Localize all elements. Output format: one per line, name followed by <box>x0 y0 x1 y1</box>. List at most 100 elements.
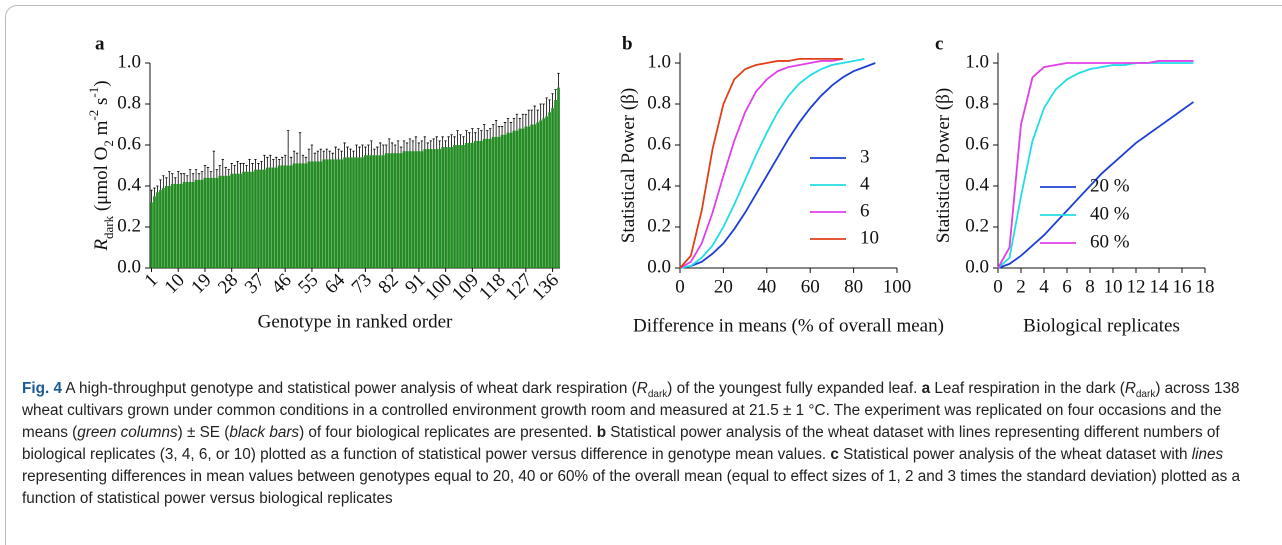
error-bar <box>483 124 486 139</box>
bar <box>221 175 225 268</box>
bar <box>322 159 326 268</box>
error-bar <box>177 171 180 184</box>
caption-text: ) of the youngest fully expanded leaf. <box>667 380 922 397</box>
bar <box>459 145 462 268</box>
x-tick-label: 40 <box>757 276 776 297</box>
bar <box>188 181 192 268</box>
label-part: 2 <box>101 140 116 147</box>
y-tick-label: 0.4 <box>117 174 141 195</box>
legend-label: 4 <box>860 173 870 194</box>
bar <box>257 169 260 268</box>
error-bar <box>325 148 328 160</box>
bar <box>435 149 439 268</box>
bar <box>325 159 329 268</box>
bar <box>539 120 543 269</box>
error-bar <box>156 185 159 193</box>
x-axis-label: Difference in means (% of overall mean) <box>633 315 944 336</box>
error-bar <box>352 150 355 158</box>
bar <box>473 140 477 268</box>
error-bar <box>337 148 340 160</box>
caption-text: b <box>596 424 607 441</box>
label-part: (μmol O <box>91 147 112 216</box>
error-bar <box>203 165 207 178</box>
x-tick-label: 80 <box>844 276 863 297</box>
bar <box>408 151 412 268</box>
bar <box>417 151 421 268</box>
bar <box>390 153 394 268</box>
error-bar <box>334 146 337 160</box>
bar <box>503 134 507 268</box>
bar <box>319 161 323 268</box>
bar <box>542 118 545 268</box>
bar <box>194 179 198 268</box>
y-tick-label: 0.0 <box>647 256 671 277</box>
bar <box>352 157 355 268</box>
error-bar <box>340 150 343 160</box>
caption: Fig. 4 A high-throughput genotype and st… <box>22 378 1267 510</box>
error-bar <box>174 177 177 184</box>
error-bar <box>373 148 376 156</box>
bar <box>506 132 510 268</box>
x-tick-label: 28 <box>214 270 242 298</box>
x-tick-label: 20 <box>714 276 733 297</box>
bar <box>414 151 418 268</box>
x-tick-label: 14 <box>1150 276 1170 297</box>
bar <box>156 192 159 268</box>
error-bar <box>462 136 465 145</box>
bar <box>191 181 195 268</box>
bar <box>527 126 531 268</box>
bar <box>399 153 403 268</box>
error-bar <box>447 136 450 148</box>
error-bar <box>251 163 254 172</box>
error-bar <box>283 154 287 166</box>
panel-letter: a <box>95 33 105 54</box>
error-bar <box>396 140 400 154</box>
bar <box>248 171 251 268</box>
error-bar <box>512 117 516 131</box>
bar <box>423 149 427 268</box>
error-bar <box>218 165 222 176</box>
y-tick-label: 0.6 <box>117 133 141 154</box>
error-bar <box>159 179 162 191</box>
error-bar <box>521 113 525 129</box>
error-bar <box>248 158 251 172</box>
error-bar <box>358 146 361 158</box>
x-tick-label: 1 <box>141 270 163 292</box>
error-bar <box>310 144 314 162</box>
error-bar <box>536 109 539 123</box>
error-bar <box>257 163 260 170</box>
y-tick-label: 0.4 <box>647 174 671 195</box>
y-tick-label: 0.6 <box>965 133 989 154</box>
bar <box>482 138 486 268</box>
error-bar <box>331 152 334 160</box>
bar <box>405 151 409 268</box>
bar <box>150 202 153 268</box>
error-bar <box>477 128 480 141</box>
x-tick-label: 73 <box>348 270 376 298</box>
error-bar <box>390 142 394 154</box>
x-tick-label: 2 <box>1016 276 1026 297</box>
error-bar <box>242 163 245 172</box>
error-bar <box>491 124 495 137</box>
series-line <box>679 58 865 269</box>
bar <box>533 124 537 268</box>
x-tick-label: 82 <box>374 270 402 298</box>
error-bar <box>542 103 545 119</box>
bar <box>310 161 314 268</box>
bar <box>438 149 442 268</box>
error-bar <box>545 97 548 117</box>
bar <box>277 165 281 268</box>
error-bar <box>349 148 352 158</box>
error-bar <box>188 169 192 182</box>
error-bar <box>233 165 236 174</box>
error-bar <box>292 150 296 164</box>
error-bar <box>524 113 528 127</box>
error-bar <box>298 132 302 164</box>
error-bar <box>289 156 293 166</box>
y-tick-label: 1.0 <box>117 51 141 72</box>
bar <box>429 149 433 268</box>
y-axis-label: Statistical Power (β) <box>933 88 954 243</box>
bar <box>485 138 489 268</box>
error-bar <box>503 122 507 135</box>
